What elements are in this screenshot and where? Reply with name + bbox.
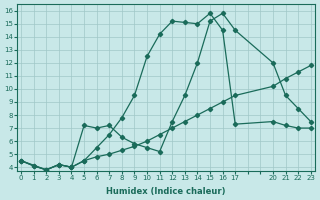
X-axis label: Humidex (Indice chaleur): Humidex (Indice chaleur) (106, 187, 226, 196)
